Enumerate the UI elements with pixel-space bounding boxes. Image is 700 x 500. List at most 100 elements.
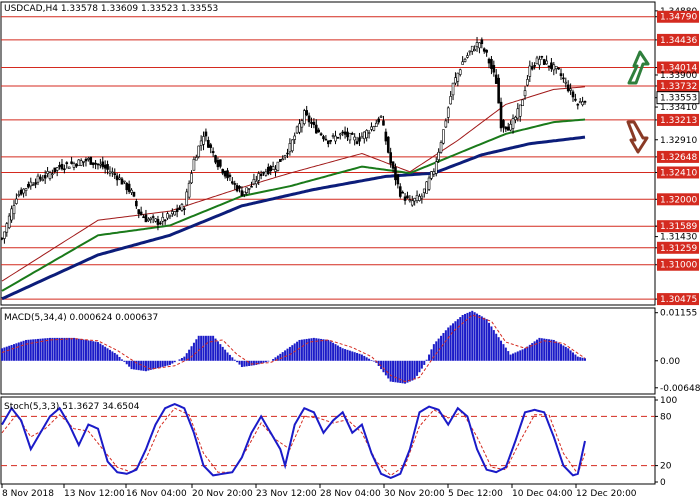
candle-body [422,188,426,193]
candle-body [226,170,229,179]
candle-body [82,161,85,163]
stoch-k-line [1,403,586,479]
candle-body [163,219,167,222]
candle-body [123,180,126,183]
candle-body [259,173,263,177]
candle-body [183,208,186,210]
candle-body [394,166,397,181]
candle-body [77,159,81,166]
price-label: 1.34436 [660,36,697,46]
candle-body [425,181,428,194]
candle-body [492,65,496,73]
candle-body [526,79,529,86]
candle-body [406,195,409,199]
candle-body [574,98,577,101]
candle-body [274,169,277,172]
stoch-title: Stoch(5,3,3) 51.3627 34.6504 [4,402,140,412]
candle-body [583,101,587,103]
candle-body [571,91,575,98]
candle-body [542,59,546,65]
price-label-box [657,113,699,126]
candle-body [84,158,88,162]
candle-body [115,175,119,181]
price-panel: USDCAD,H4 1.33578 1.33609 1.33523 1.3355… [0,1,700,306]
candle-body [159,222,162,225]
candle-body [214,155,217,163]
time-tick-label: 12 Dec 20:00 [576,489,637,499]
candle-body [396,174,400,185]
candle-body [291,139,294,152]
candle-body [535,57,539,65]
candle-body [295,126,299,134]
stoch-axis: 100 80 20 0 [655,396,677,488]
candle-body [89,156,93,165]
candle-body [31,184,35,187]
candle-body [245,187,249,193]
candle-body [281,158,285,161]
candle-body [238,186,241,189]
sma-navy-line [1,135,586,301]
candle-body [494,74,498,84]
price-label: 1.33732 [660,82,697,92]
candle-body [175,208,179,213]
price-lines [0,36,587,301]
candle-body [348,133,352,141]
price-label-box [657,150,699,163]
candle-body [365,130,368,139]
candle-body [70,161,73,164]
price-label: 1.32648 [660,153,697,163]
candle-body [487,58,491,64]
candle-body [34,182,37,185]
candle-body [79,160,83,166]
candle-body [382,120,385,126]
candle-body [5,223,9,233]
candle-body [370,126,373,130]
time-tick-label: 5 Dec 12:00 [448,489,503,499]
candle-body [269,166,273,172]
price-label-box [657,61,699,74]
candle-body [135,200,138,207]
candle-body [353,136,356,141]
candle-body [326,140,330,145]
price-label: 1.33213 [660,116,697,126]
candle-body [27,183,30,188]
candle-body [482,48,486,52]
macd-tick-label: 0.00 [660,357,680,367]
candle-body [127,183,131,192]
candle-body [468,50,472,53]
candle-body [466,55,469,58]
candle-body [233,183,237,185]
candle-body [154,218,157,222]
candle-body [444,120,448,128]
candle-body [180,204,184,211]
price-tick-label: 1.31430 [660,233,697,243]
price-label: 1.34014 [660,64,697,74]
sma-green-line [1,118,586,292]
candle-body [192,159,196,171]
candle-body [36,175,40,183]
candle-body [480,39,484,44]
candles [0,36,587,244]
candle-body [377,118,380,123]
up-arrow-icon [627,50,650,85]
price-label-box [657,258,699,271]
candle-body [358,137,361,142]
macd-tick-label: -0.006489 [660,384,700,394]
price-axis: 1.348801.347901.344361.340141.339001.337… [655,7,700,306]
candle-body [185,191,189,206]
candle-body [581,101,584,106]
candle-body [111,171,114,174]
candle-body [552,64,556,71]
candle-body [199,140,203,146]
candle-body [449,96,452,105]
candle-body [528,65,532,77]
candle-body [403,196,407,201]
time-tick-label: 16 Nov 04:00 [126,489,187,499]
candle-body [211,151,215,154]
candle-body [550,62,553,69]
candle-body [39,176,42,180]
price-tick-label: 1.32910 [660,136,697,146]
candle-body [538,58,541,66]
candle-body [456,72,460,82]
stoch-tick-label: 20 [660,462,672,472]
